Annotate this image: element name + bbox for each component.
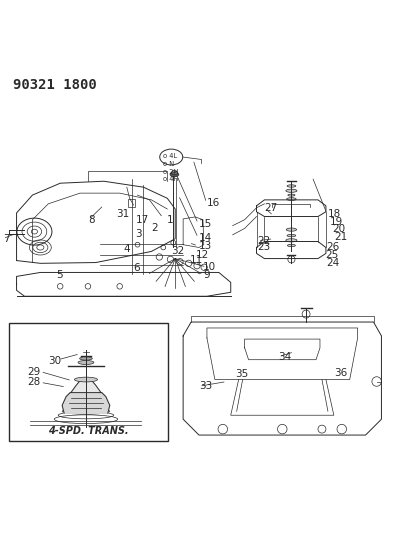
Text: 22: 22 [258, 236, 271, 246]
Ellipse shape [286, 189, 297, 192]
Text: 21: 21 [334, 232, 347, 242]
Text: 27: 27 [264, 203, 278, 213]
Text: 28: 28 [28, 377, 41, 387]
Ellipse shape [74, 377, 98, 382]
Text: 4-SPD. TRANS.: 4-SPD. TRANS. [49, 426, 129, 436]
Text: 5: 5 [56, 270, 63, 280]
Ellipse shape [287, 185, 296, 187]
Text: 17: 17 [136, 215, 149, 225]
Text: 29: 29 [28, 367, 41, 377]
Text: 34: 34 [278, 352, 292, 362]
Text: 16: 16 [207, 198, 220, 208]
Text: 25: 25 [325, 251, 338, 261]
Text: 13: 13 [199, 241, 212, 251]
Text: 9: 9 [203, 270, 210, 280]
Text: 1: 1 [167, 215, 174, 225]
Ellipse shape [171, 171, 178, 175]
Ellipse shape [170, 172, 179, 177]
Text: 8: 8 [88, 215, 95, 225]
Text: 4: 4 [124, 244, 130, 254]
Ellipse shape [286, 228, 297, 231]
Text: 12: 12 [196, 249, 209, 260]
Text: 3: 3 [136, 229, 142, 239]
Text: 10: 10 [203, 262, 216, 271]
Polygon shape [71, 381, 101, 393]
Text: 26: 26 [326, 243, 339, 253]
Text: 19: 19 [330, 217, 343, 227]
Text: 11: 11 [190, 255, 203, 265]
Text: 18: 18 [328, 209, 341, 219]
Text: 6: 6 [134, 263, 140, 273]
Text: 36: 36 [334, 368, 347, 378]
Text: 35: 35 [235, 369, 248, 379]
Text: 24: 24 [327, 257, 340, 268]
Text: 30: 30 [48, 356, 61, 366]
Text: 20: 20 [332, 224, 345, 234]
Text: 2: 2 [151, 223, 158, 232]
Ellipse shape [80, 357, 92, 360]
Text: 31: 31 [116, 209, 129, 219]
Ellipse shape [286, 239, 297, 242]
FancyBboxPatch shape [129, 199, 135, 207]
Text: o 4L
o N
o 2H
o 4H: o 4L o N o 2H o 4H [163, 153, 179, 182]
Polygon shape [62, 393, 110, 413]
Text: 33: 33 [199, 381, 212, 391]
Ellipse shape [78, 360, 94, 365]
Text: 7: 7 [3, 234, 9, 244]
Text: 15: 15 [199, 219, 212, 229]
FancyBboxPatch shape [10, 323, 168, 441]
Text: 32: 32 [171, 246, 185, 256]
Ellipse shape [172, 170, 176, 173]
Ellipse shape [288, 194, 295, 196]
Text: 90321 1800: 90321 1800 [13, 78, 96, 92]
Ellipse shape [160, 149, 183, 165]
Text: 23: 23 [258, 243, 271, 253]
Ellipse shape [287, 198, 296, 200]
Ellipse shape [287, 244, 295, 247]
Text: 14: 14 [199, 233, 212, 243]
Ellipse shape [287, 235, 296, 237]
